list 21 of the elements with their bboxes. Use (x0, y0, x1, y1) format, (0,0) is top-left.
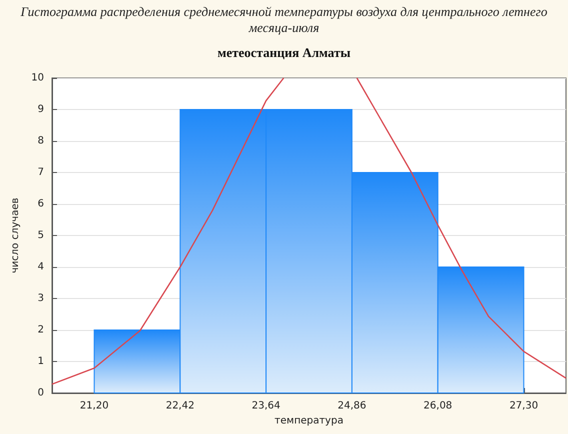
y-tick-label: 10 (31, 72, 44, 84)
x-tick-label: 27,30 (509, 400, 538, 412)
y-tick-label: 4 (38, 262, 44, 272)
chart-subtitle: метеостанция Алматы (218, 45, 350, 60)
y-tick-label: 0 (38, 388, 44, 398)
x-axis-title: температура (274, 415, 344, 426)
x-tick-label: 22,42 (166, 400, 194, 412)
x-tick-label: 26,08 (424, 400, 452, 412)
y-tick-label: 5 (38, 230, 44, 241)
y-tick-label: 7 (38, 167, 44, 178)
y-tick-label: 2 (38, 324, 44, 336)
y-tick-label: 1 (38, 356, 44, 367)
y-tick-label: 6 (38, 198, 44, 210)
x-tick-label: 23,64 (252, 400, 280, 412)
x-tick-label: 24,86 (338, 400, 366, 412)
y-tick-label: 9 (38, 104, 44, 115)
y-tick-label: 3 (38, 293, 44, 304)
x-tick-label: 21,20 (80, 400, 109, 412)
y-tick-label: 8 (38, 136, 44, 146)
chart-title: Гистограмма распределения среднемесячной температуры воздуха для центрального летнего месяца-июля (20, 4, 548, 36)
y-axis-title: число случаев (10, 198, 21, 274)
